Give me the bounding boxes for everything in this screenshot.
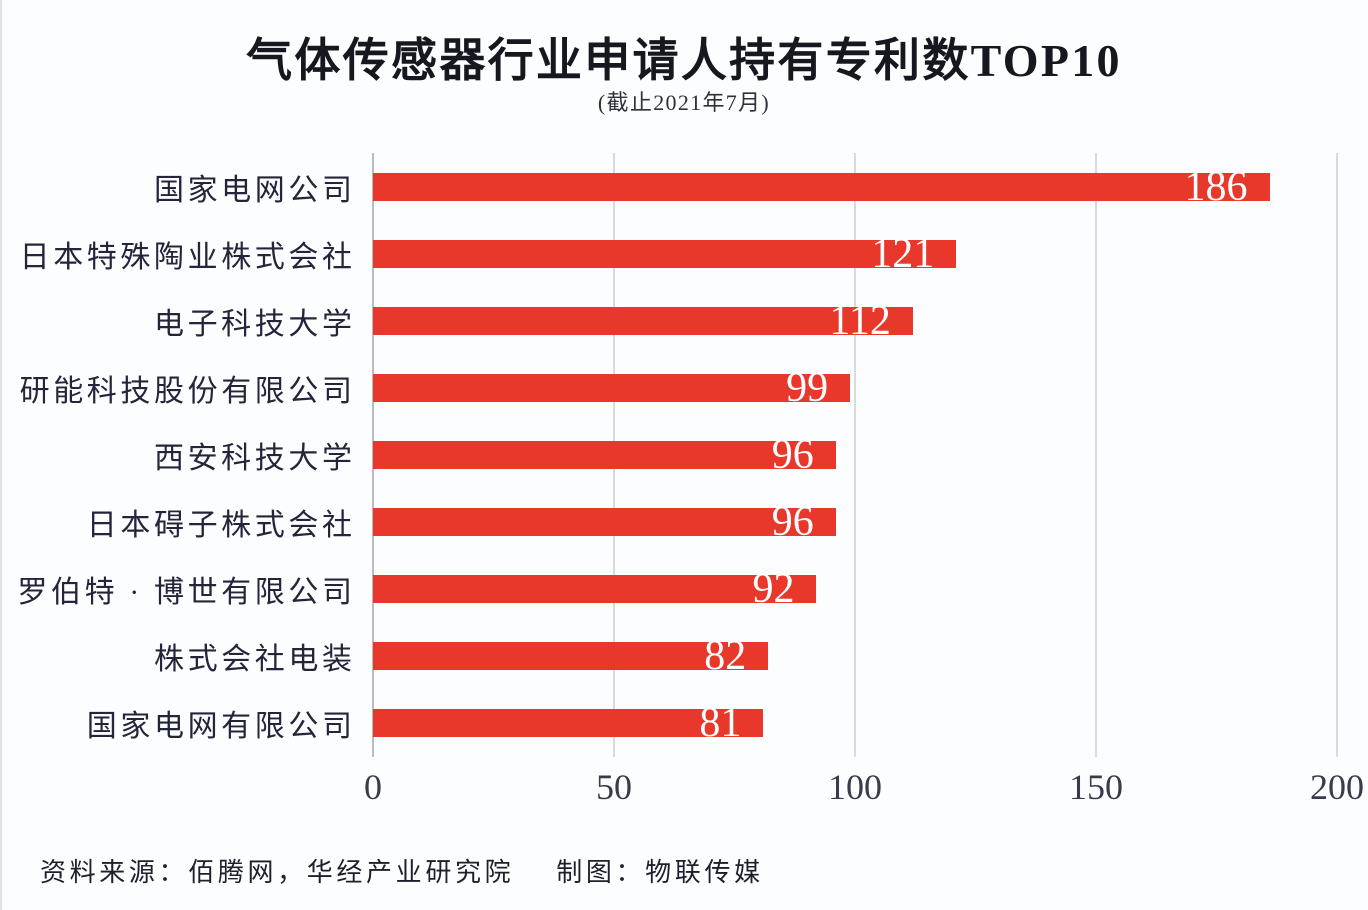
footer: 资料来源：佰腾网，华经产业研究院 制图：物联传媒 — [40, 852, 764, 889]
bar: 99 — [373, 364, 851, 411]
gridline-200 — [1336, 153, 1338, 757]
bar-value-label: 112 — [829, 297, 891, 344]
x-tick-label-0: 0 — [364, 767, 382, 807]
bar-row: 186 — [373, 153, 1337, 220]
bar-row: 112 — [373, 287, 1337, 354]
x-tick-label-200: 200 — [1310, 767, 1364, 807]
footer-credit: 制图：物联传媒 — [556, 858, 764, 887]
category-label: 电子科技大学 — [153, 307, 356, 341]
bar-row: 92 — [373, 556, 1337, 623]
x-axis: 0 50 100 150 200 — [364, 767, 1364, 814]
bar-row: 82 — [373, 623, 1337, 690]
bar-row: 96 — [373, 489, 1337, 556]
bar-row: 96 — [373, 421, 1337, 488]
category-label: 罗伯特 · 博世有限公司 — [17, 576, 356, 610]
bar-value-label: 96 — [771, 499, 814, 546]
category-axis: 国家电网公司 日本特殊陶业株式会社 电子科技大学 研能科技股份有限公司 西安科技大学 日本… — [0, 153, 352, 757]
bar: 81 — [373, 700, 764, 747]
bar: 186 — [373, 163, 1270, 210]
bar-row: 121 — [373, 220, 1337, 287]
footer-source: 资料来源：佰腾网，华经产业研究院 — [40, 858, 515, 887]
chart-title: 气体传感器行业申请人持有专利数TOP10 — [246, 35, 1122, 86]
bar-row: 81 — [373, 690, 1337, 757]
bar: 96 — [373, 431, 836, 478]
bar-value-label: 92 — [752, 566, 795, 613]
category-label: 日本碍子株式会社 — [86, 509, 356, 543]
x-tick-label-150: 150 — [1069, 767, 1123, 807]
plot-area: 186 121 112 99 96 96 92 82 81 — [372, 153, 1338, 757]
gridline-150 — [1095, 153, 1097, 757]
category-label: 国家电网有限公司 — [86, 710, 356, 744]
bar-value-label: 186 — [1184, 163, 1248, 210]
bars: 186 121 112 99 96 96 92 82 81 — [373, 153, 1337, 757]
bar: 121 — [373, 230, 957, 277]
category-label: 株式会社电装 — [153, 643, 356, 677]
bar-row: 99 — [373, 354, 1337, 421]
bar: 82 — [373, 633, 769, 680]
bar: 92 — [373, 566, 817, 613]
bar: 112 — [373, 297, 913, 344]
category-label: 西安科技大学 — [153, 441, 356, 475]
bar: 96 — [373, 499, 836, 546]
bar-value-label: 99 — [786, 364, 829, 411]
category-label: 日本特殊陶业株式会社 — [19, 240, 356, 274]
bar-value-label: 81 — [699, 700, 742, 747]
bar-value-label: 121 — [871, 230, 935, 277]
bar-value-label: 96 — [771, 431, 814, 478]
page-left-edge — [0, 0, 2, 910]
x-tick-label-100: 100 — [828, 767, 882, 807]
x-tick-label-50: 50 — [596, 767, 632, 807]
chart-subtitle: (截止2021年7月) — [597, 90, 771, 115]
bar-value-label: 82 — [704, 633, 747, 680]
category-label: 研能科技股份有限公司 — [19, 374, 356, 408]
gridline-100 — [854, 153, 856, 757]
category-label: 国家电网公司 — [153, 173, 356, 207]
